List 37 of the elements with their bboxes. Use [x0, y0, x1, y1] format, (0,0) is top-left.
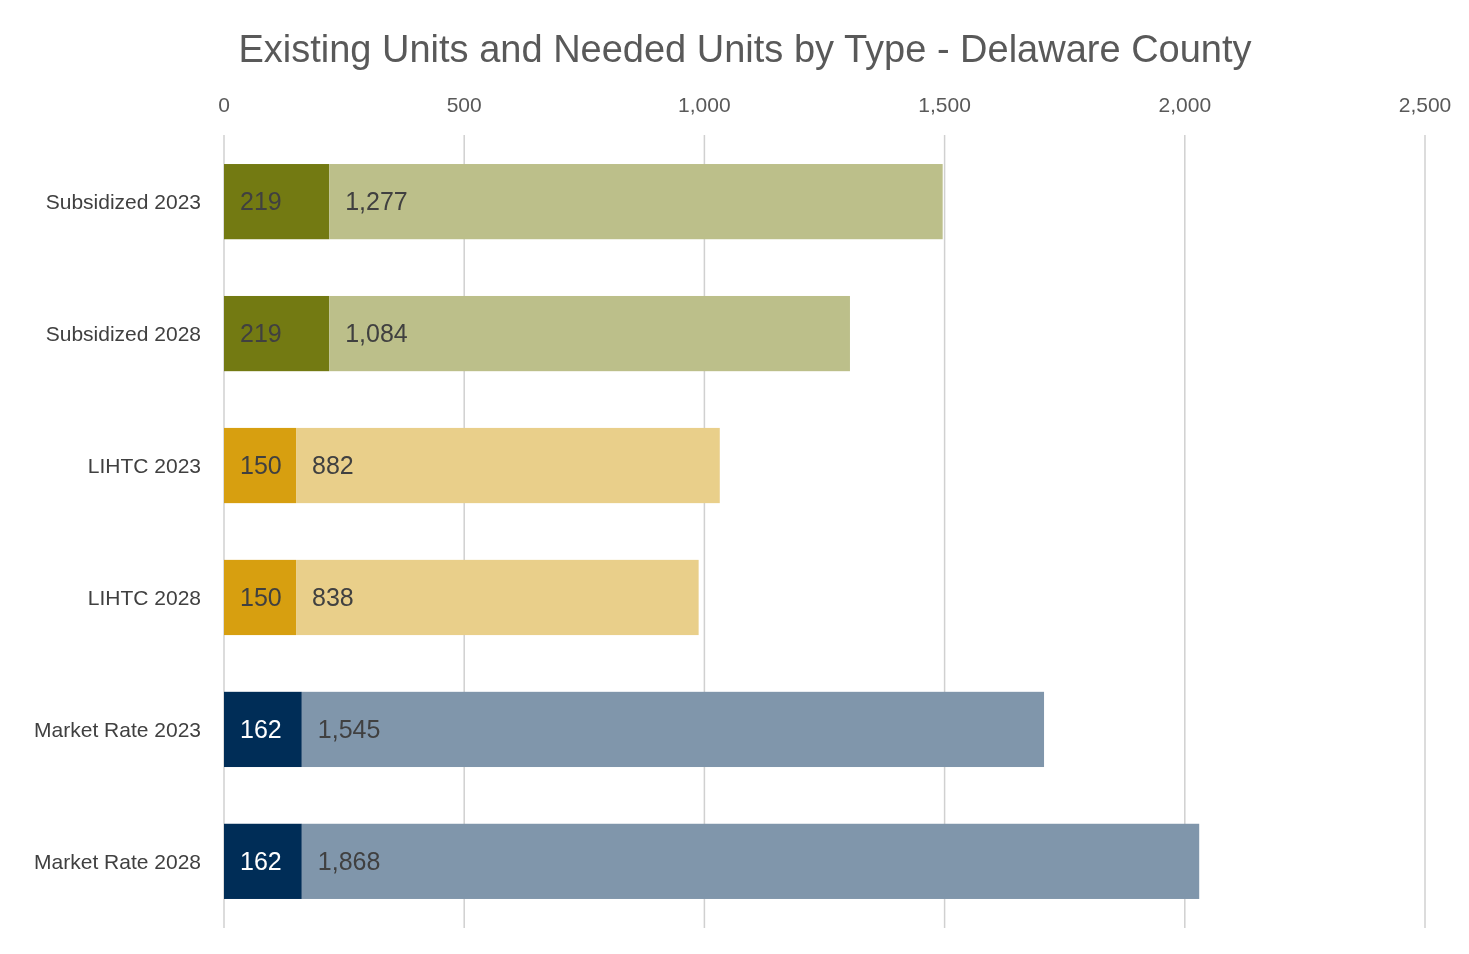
bar [224, 295, 330, 372]
bar [224, 823, 302, 899]
bar [301, 691, 1045, 768]
bar [224, 691, 302, 768]
y-tick-label: Market Rate 2028 [34, 849, 201, 873]
x-tick-label: 0 [218, 93, 230, 116]
y-tick-label: Subsidized 2028 [45, 321, 201, 345]
data-label: 219 [240, 319, 282, 348]
data-label: 1,868 [317, 847, 381, 876]
y-tick-label: LIHTC 2023 [87, 453, 201, 477]
y-tick-label: Subsidized 2023 [45, 189, 201, 213]
data-label: 150 [240, 451, 282, 480]
x-tick-label: 2,000 [1158, 93, 1212, 116]
data-label: 838 [312, 583, 354, 612]
data-label: 219 [240, 187, 282, 216]
y-tick-label: LIHTC 2028 [87, 585, 201, 609]
data-label: 162 [240, 847, 282, 876]
x-tick-label: 1,000 [678, 93, 731, 116]
bar [329, 295, 850, 372]
y-tick-label: Market Rate 2023 [34, 717, 201, 741]
x-tick-label: 1,500 [918, 93, 971, 116]
chart-title: Existing Units and Needed Units by Type - Delaware County [238, 28, 1252, 70]
data-label: 882 [312, 451, 354, 480]
x-tick-label: 500 [446, 93, 482, 116]
bar [301, 823, 1200, 899]
x-tick-label: 2,500 [1398, 93, 1452, 116]
bar [224, 427, 297, 504]
data-label: 1,084 [345, 319, 408, 348]
bar [296, 427, 720, 504]
bar [329, 164, 943, 240]
data-label: 1,545 [317, 715, 381, 744]
bar [224, 559, 297, 636]
data-label: 1,277 [345, 187, 408, 216]
data-label: 162 [240, 715, 282, 744]
bar [224, 164, 330, 240]
data-label: 150 [240, 583, 282, 612]
bar [296, 559, 699, 636]
